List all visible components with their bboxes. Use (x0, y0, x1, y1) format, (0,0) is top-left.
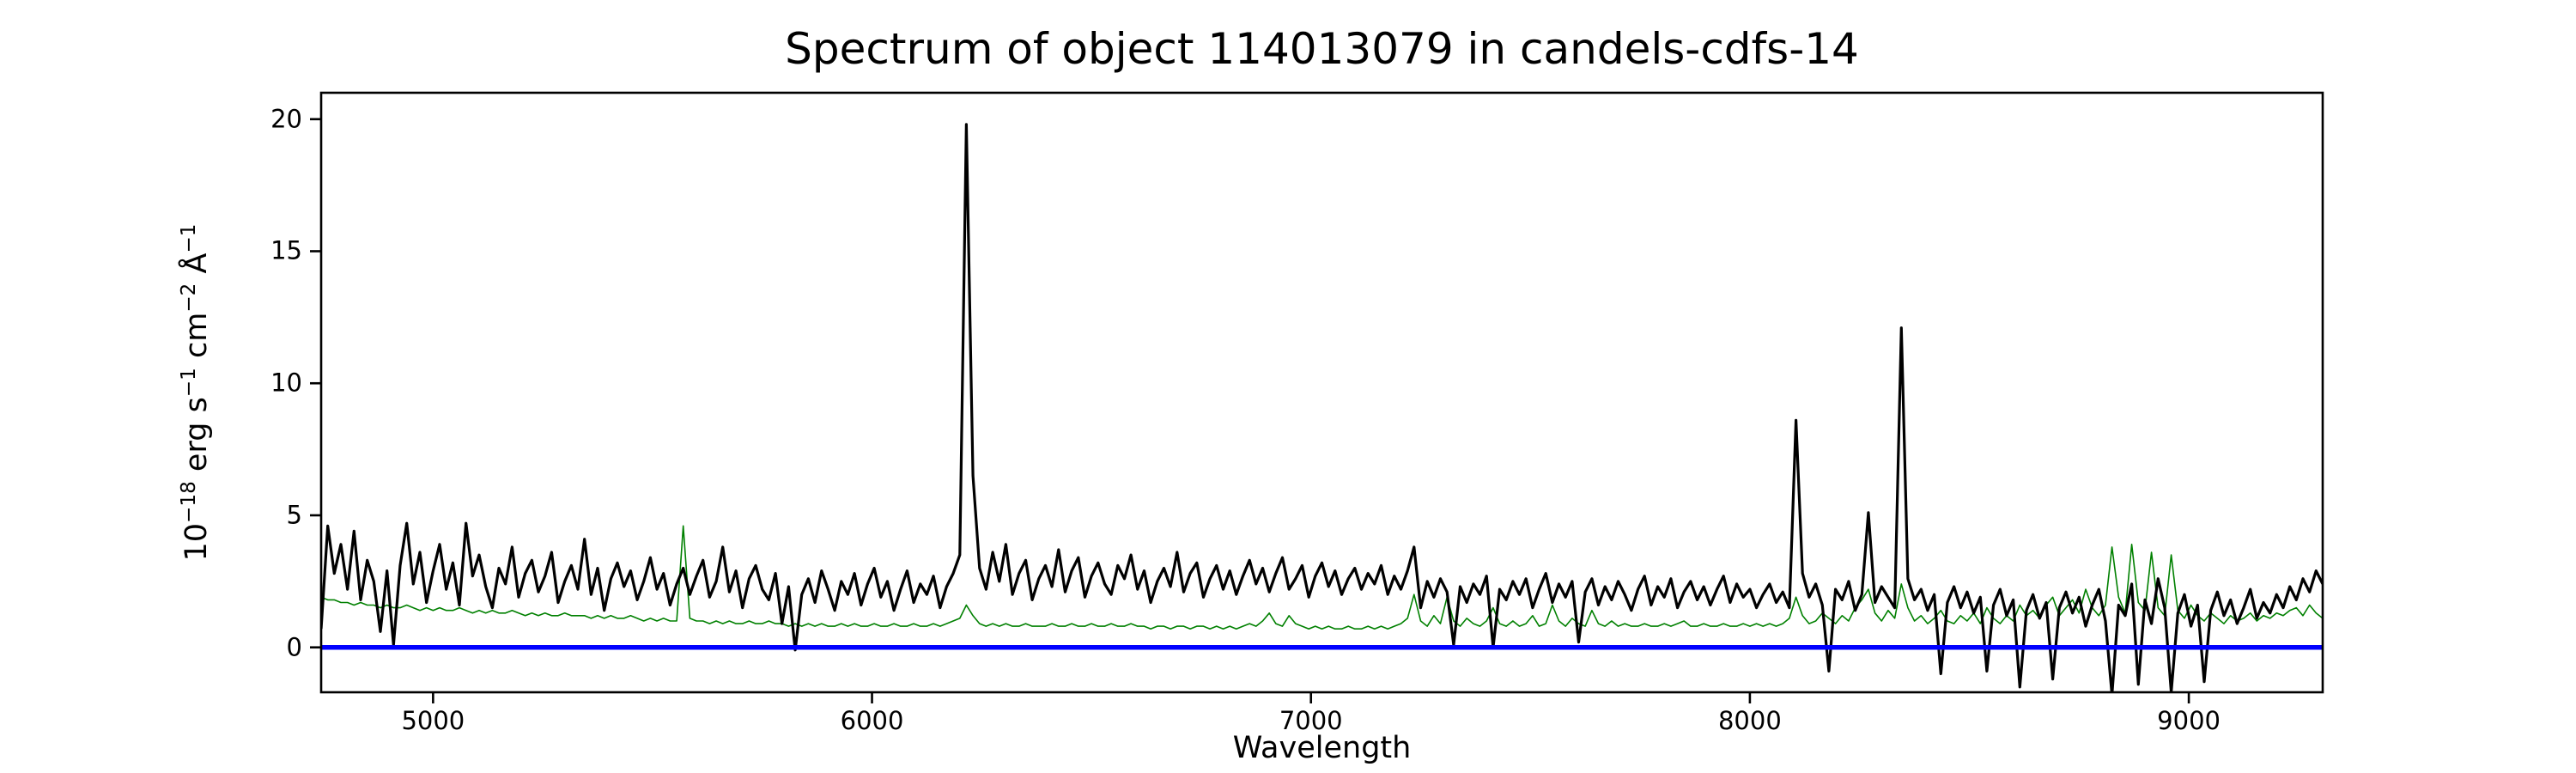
x-tick-label: 9000 (2157, 706, 2221, 735)
axes-spines (319, 91, 2324, 694)
x-tick-label: 5000 (401, 706, 465, 735)
x-tick-label: 7000 (1279, 706, 1343, 735)
x-tick-label: 8000 (1717, 706, 1782, 735)
y-tick-label: 15 (270, 235, 302, 265)
y-tick-label: 20 (270, 104, 302, 134)
x-tick-label: 6000 (840, 706, 904, 735)
y-tick-label: 5 (286, 500, 302, 530)
y-tick-label: 10 (270, 368, 302, 398)
y-tick-label: 0 (286, 632, 302, 662)
chart-title: Spectrum of object 114013079 in candels-… (785, 24, 1859, 74)
series-noise-spectrum (321, 525, 2323, 630)
x-axis-label: Wavelength (1232, 731, 1412, 765)
